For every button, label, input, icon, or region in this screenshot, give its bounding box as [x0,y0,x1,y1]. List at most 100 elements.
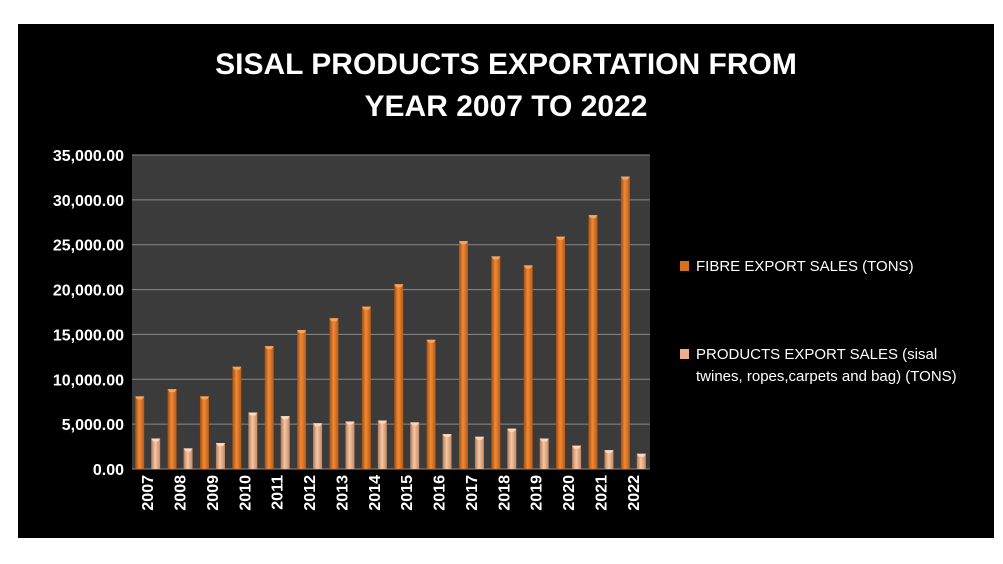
x-tick-label: 2009 [205,475,222,511]
bar-fibre [458,241,468,469]
bar-products [345,421,355,469]
y-tick-label: 15,000.00 [53,327,124,344]
bar-fibre [297,329,307,469]
bar-products [313,423,323,469]
bar-products-cap [215,442,225,446]
x-tick-label: 2018 [496,475,513,511]
bar-fibre-cap [588,215,598,219]
bar-products [377,420,387,469]
bar-products-cap [572,445,582,449]
bar-fibre-cap [264,346,274,350]
bar-fibre-cap [232,366,242,370]
bar-products-cap [604,450,614,454]
chart-svg: 35,000.00 30,000.00 25,000.00 20,000.00 15,0… [53,148,650,511]
chart-title-line-2: YEAR 2007 TO 2022 [364,90,648,123]
bar-products [410,422,420,469]
chart-title-line-1: SISAL PRODUCTS EXPORTATION FROM [215,48,797,81]
legend-item-fibre: FIBRE EXPORT SALES (TONS) [680,256,980,278]
chart-frame: SISAL PRODUCTS EXPORTATION FROM YEAR 200… [18,24,994,538]
plot-area [132,155,650,469]
x-tick-label: 2013 [334,475,351,511]
bar-fibre-cap [458,241,468,245]
legend-swatch-fibre [680,261,689,271]
bar-products [604,450,614,469]
bar-fibre [394,284,404,469]
bar-fibre [620,176,630,469]
bar-products-cap [313,423,323,427]
x-tick-label: 2011 [270,475,287,510]
x-tick-label: 2007 [140,475,157,511]
bar-fibre-cap [491,256,501,260]
bar-fibre-cap [620,176,630,180]
bar-products [442,434,452,469]
bar-products-cap [377,420,387,424]
y-tick-label: 35,000.00 [53,148,124,165]
bar-products [474,436,484,469]
bar-products [183,448,193,469]
y-tick-label: 10,000.00 [53,372,124,389]
bar-fibre-cap [523,265,533,269]
bar-fibre [232,366,242,469]
bar-products [507,428,517,469]
y-tick-label: 20,000.00 [53,283,124,300]
bar-fibre-cap [394,284,404,288]
y-tick-label: 0.00 [93,462,124,479]
bar-products [636,453,646,469]
x-tick-label: 2021 [593,475,610,511]
bar-fibre-cap [167,389,177,393]
bar-products [280,416,290,469]
x-tick-label: 2016 [432,475,449,511]
bar-products-cap [183,448,193,452]
bar-fibre [264,346,274,469]
bar-fibre [329,318,339,469]
bar-products-cap [507,428,517,432]
bar-fibre-cap [297,329,307,333]
x-tick-label: 2017 [464,475,481,511]
bar-fibre [361,306,371,469]
legend-item-products: PRODUCTS EXPORT SALES (sisal twines, rop… [680,344,980,388]
bar-products [151,438,161,469]
bar-products [248,412,258,469]
y-tick-label: 5,000.00 [62,417,124,434]
legend-label-fibre: FIBRE EXPORT SALES (TONS) [696,258,914,275]
bar-fibre [426,339,436,469]
bar-fibre-cap [199,396,209,400]
x-tick-label: 2012 [302,475,319,511]
x-tick-label: 2020 [561,475,578,511]
bar-products-cap [280,416,290,420]
bar-products [215,442,225,469]
bar-products-cap [345,421,355,425]
bar-fibre [588,215,598,469]
bar-fibre-cap [135,396,145,400]
x-tick-label: 2010 [237,475,254,511]
bar-products-cap [151,438,161,442]
x-tick-label: 2008 [173,475,190,511]
y-tick-label: 30,000.00 [53,193,124,210]
bar-fibre [135,396,145,469]
legend-label-products: PRODUCTS EXPORT SALES (sisal twines, rop… [696,346,957,385]
bar-products [572,445,582,469]
bar-fibre [167,389,177,469]
bar-products [539,438,549,469]
x-tick-label: 2014 [367,475,384,511]
bar-fibre-cap [361,306,371,310]
bar-products-cap [539,438,549,442]
chart-title: SISAL PRODUCTS EXPORTATION FROM YEAR 200… [18,44,994,128]
bar-fibre-cap [329,318,339,322]
bar-fibre [199,396,209,469]
x-tick-label: 2019 [529,475,546,511]
bar-products-cap [636,453,646,457]
bar-fibre [491,256,501,469]
bar-fibre-cap [426,339,436,343]
x-tick-label: 2022 [626,475,643,511]
legend-swatch-products [680,349,689,359]
bar-fibre-cap [556,236,566,240]
bar-fibre [523,265,533,469]
bar-products-cap [248,412,258,416]
y-tick-label: 25,000.00 [53,238,124,255]
bar-products-cap [474,436,484,440]
x-tick-label: 2015 [399,475,416,511]
bar-products-cap [410,422,420,426]
bar-fibre [556,236,566,469]
bar-products-cap [442,434,452,438]
